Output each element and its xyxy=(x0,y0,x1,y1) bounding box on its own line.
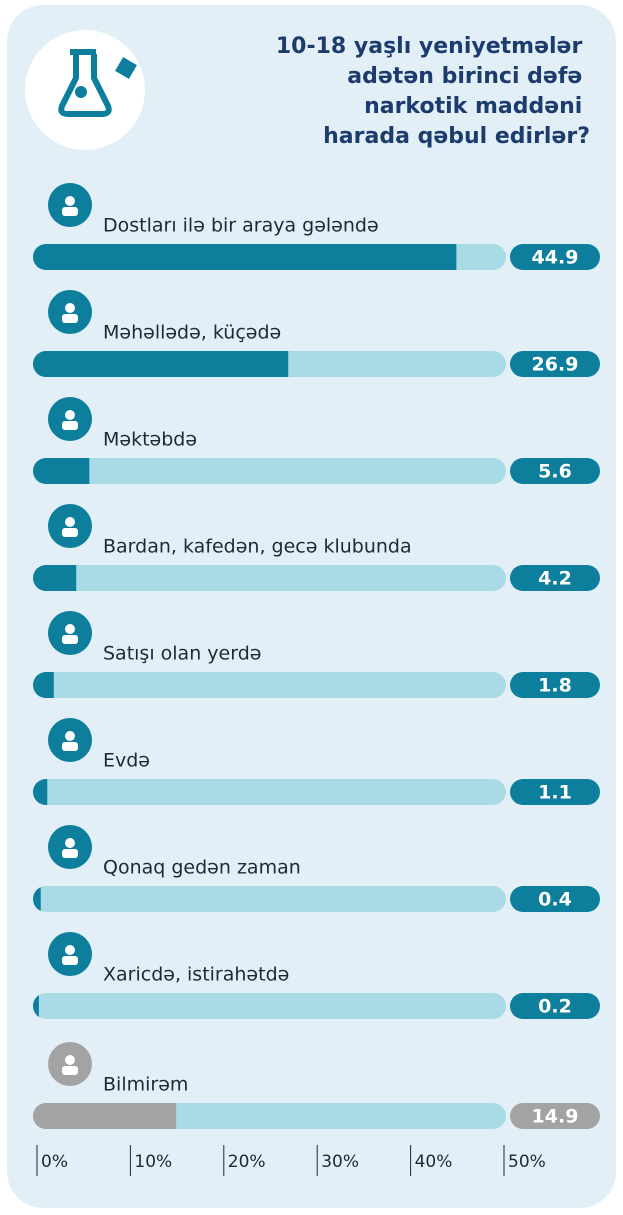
logo xyxy=(25,30,145,150)
bar-track xyxy=(33,886,506,912)
icon-glyph xyxy=(65,1055,75,1065)
icon-glyph xyxy=(65,517,75,527)
value-pill xyxy=(510,244,600,270)
icon-glyph xyxy=(62,1066,78,1075)
category-label: Bilmirəm xyxy=(103,1074,188,1096)
value-pill xyxy=(510,565,600,591)
icon-glyph xyxy=(65,624,75,634)
icon-glyph xyxy=(62,635,78,644)
icon-glyph xyxy=(62,956,78,965)
icon-glyph xyxy=(65,410,75,420)
title-line: narkotik maddəni xyxy=(364,94,582,119)
value-label: 1.1 xyxy=(538,782,572,804)
category-label: Qonaq gedən zaman xyxy=(103,857,301,879)
icon-glyph xyxy=(65,731,75,741)
value-pill xyxy=(510,779,600,805)
bar-track xyxy=(33,672,506,698)
value-pill xyxy=(510,672,600,698)
category-label: Məhəllədə, küçədə xyxy=(103,322,281,344)
icon-glyph xyxy=(62,528,78,537)
x-tick-label: 40% xyxy=(415,1152,453,1172)
value-label: 0.2 xyxy=(538,996,572,1018)
category-label: Satışı olan yerdə xyxy=(103,643,261,665)
icon-glyph xyxy=(62,742,78,751)
category-label: Bardan, kafedən, gecə klubunda xyxy=(103,536,412,558)
chart-title: 10-18 yaşlı yeniyetmələr adətən birinci … xyxy=(276,34,590,149)
icon-glyph xyxy=(65,945,75,955)
bar xyxy=(33,351,289,377)
title-line: adətən birinci dəfə xyxy=(347,64,582,89)
category-label: Evdə xyxy=(103,750,150,772)
x-tick-label: 30% xyxy=(321,1152,359,1172)
value-label: 0.4 xyxy=(538,889,572,911)
x-tick-label: 20% xyxy=(228,1152,266,1172)
icon-glyph xyxy=(62,314,78,323)
category-label: Xaricdə, istirahətdə xyxy=(103,964,289,986)
value-label: 1.8 xyxy=(538,675,572,697)
value-pill xyxy=(510,351,600,377)
x-tick-label: 10% xyxy=(134,1152,172,1172)
bar xyxy=(33,244,457,270)
bar xyxy=(33,779,48,805)
title-line: harada qəbul edirlər? xyxy=(323,124,590,149)
bar-track xyxy=(33,993,506,1019)
value-label: 44.9 xyxy=(532,247,579,269)
icon-glyph xyxy=(62,421,78,430)
bar-track xyxy=(33,458,506,484)
bar xyxy=(33,886,41,912)
value-pill xyxy=(510,886,600,912)
icon-glyph xyxy=(65,303,75,313)
category-label: Məktəbdə xyxy=(103,429,197,451)
x-tick-label: 50% xyxy=(508,1152,546,1172)
value-pill xyxy=(510,1103,600,1129)
bar xyxy=(33,1103,177,1129)
title-line: 10-18 yaşlı yeniyetmələr xyxy=(276,34,583,59)
card xyxy=(7,5,616,1208)
bar xyxy=(33,565,77,591)
value-label: 26.9 xyxy=(532,354,579,376)
bar-track xyxy=(33,565,506,591)
value-label: 4.2 xyxy=(538,568,572,590)
icon-glyph xyxy=(65,196,75,206)
value-label: 14.9 xyxy=(532,1106,579,1128)
category-label: Dostları ilə bir araya gələndə xyxy=(103,215,379,237)
bar xyxy=(33,993,39,1019)
bar-track xyxy=(33,779,506,805)
bar xyxy=(33,672,54,698)
bar xyxy=(33,458,90,484)
icon-glyph xyxy=(65,838,75,848)
value-pill xyxy=(510,993,600,1019)
icon-glyph xyxy=(62,207,78,216)
value-label: 5.6 xyxy=(538,461,572,483)
x-tick-label: 0% xyxy=(41,1152,68,1172)
value-pill xyxy=(510,458,600,484)
icon-glyph xyxy=(62,849,78,858)
